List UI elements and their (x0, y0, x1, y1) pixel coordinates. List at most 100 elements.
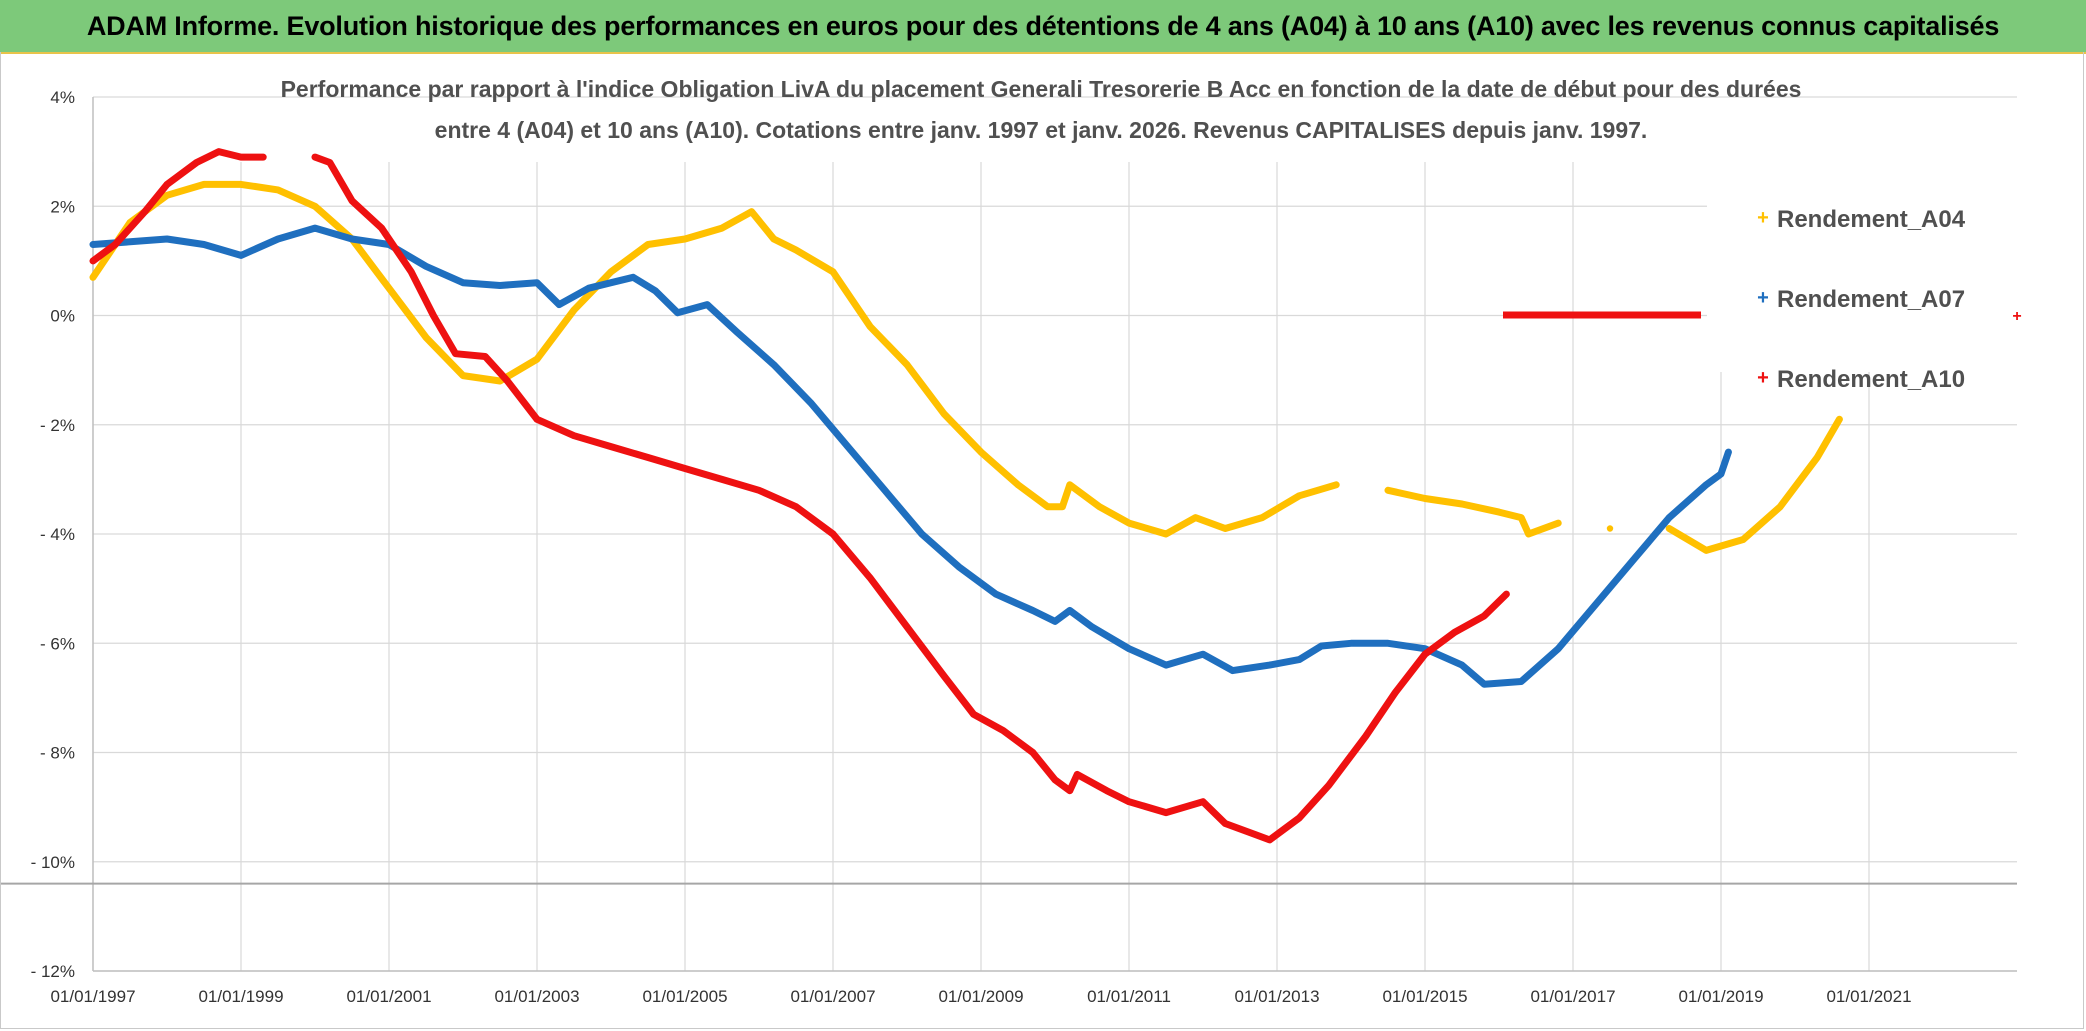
data-point (1740, 536, 1747, 543)
data-point (940, 410, 948, 417)
data-point (1555, 645, 1562, 652)
data-point (112, 241, 119, 248)
data-point (1629, 558, 1636, 565)
x-tick-label: 01/01/2005 (642, 987, 727, 1006)
a10-zero-marker: + (2012, 308, 2021, 325)
data-point (89, 274, 97, 281)
data-point (1666, 525, 1673, 532)
x-tick-label: 01/01/2015 (1382, 987, 1467, 1006)
data-point (644, 454, 652, 461)
x-tick-label: 01/01/2019 (1678, 987, 1763, 1006)
data-point (977, 448, 985, 456)
y-axis-ticks: 4% 2% 0% - 2% - 4% - 6% - 8% - 10% - 12% (31, 88, 75, 981)
series-line (89, 148, 267, 265)
data-point (1717, 470, 1725, 478)
data-point (533, 356, 541, 363)
y-tick-label: - 2% (40, 416, 75, 435)
x-tick-label: 01/01/2009 (938, 987, 1023, 1006)
data-point (378, 224, 385, 232)
data-point (585, 285, 592, 292)
data-point (940, 672, 948, 680)
legend-label-a04: Rendement_A04 (1777, 206, 1966, 233)
data-point (1421, 495, 1429, 502)
data-point (844, 443, 851, 450)
data-point (1451, 629, 1458, 636)
data-point (903, 623, 911, 631)
data-point (1703, 481, 1710, 488)
data-point (829, 530, 837, 538)
data-point (348, 235, 356, 243)
legend-item-a04[interactable]: + Rendement_A04 (1757, 206, 1966, 233)
data-point (1014, 481, 1022, 488)
data-point (607, 279, 615, 286)
data-point (193, 159, 200, 166)
data-point (1199, 651, 1207, 658)
chart-title-line2: entre 4 (A04) et 10 ans (A10). Cotations… (435, 117, 1648, 143)
data-point (237, 252, 245, 259)
data-point (1096, 503, 1103, 510)
data-point (1199, 798, 1207, 805)
data-point (704, 301, 711, 308)
data-point (459, 279, 467, 286)
data-point (1814, 454, 1821, 461)
data-point (1229, 667, 1236, 674)
data-point (674, 309, 681, 316)
data-point (89, 241, 97, 248)
y-tick-label: - 10% (31, 853, 75, 872)
data-point (237, 181, 245, 188)
report-title: ADAM Informe. Evolution historique des p… (86, 10, 2000, 41)
x-tick-label: 01/01/2001 (346, 987, 431, 1006)
data-point (1296, 814, 1303, 822)
legend[interactable]: + Rendement_A04 + Rendement_A07 + Rendem… (1707, 122, 2017, 393)
data-point (260, 153, 267, 161)
data-point (1103, 787, 1111, 794)
x-tick-label: 01/01/1997 (50, 987, 135, 1006)
data-point (1725, 448, 1732, 456)
data-point (326, 159, 333, 166)
data-point (607, 443, 615, 450)
data-point (408, 268, 415, 275)
data-point (141, 208, 148, 215)
data-point (1503, 590, 1510, 598)
y-tick-label: 4% (50, 88, 75, 107)
data-point (829, 268, 837, 275)
data-point (1125, 645, 1133, 652)
data-point (1162, 661, 1170, 669)
series-group (89, 148, 1843, 844)
data-point (452, 350, 459, 357)
data-point (1836, 416, 1843, 423)
legend-item-a07[interactable]: + Rendement_A07 (1757, 286, 1965, 313)
data-point (748, 208, 755, 215)
x-tick-label: 01/01/2003 (494, 987, 579, 1006)
data-point (1318, 642, 1325, 650)
data-point (1259, 514, 1266, 521)
data-point (1162, 530, 1170, 538)
data-point (385, 285, 393, 292)
data-point (1051, 776, 1059, 783)
data-point (1125, 519, 1133, 527)
data-point (881, 487, 888, 494)
y-tick-label: 2% (50, 197, 75, 216)
data-point (1392, 689, 1399, 696)
data-point (1222, 820, 1229, 827)
x-tick-label: 01/01/2021 (1826, 987, 1911, 1006)
data-point (459, 372, 467, 379)
data-point (755, 487, 763, 494)
data-point (1192, 514, 1199, 521)
data-point (1384, 640, 1392, 647)
data-point (955, 563, 962, 570)
series-line (89, 224, 1732, 688)
data-point (1777, 503, 1784, 510)
data-point (496, 282, 504, 289)
data-point (681, 235, 689, 243)
data-point (1555, 519, 1562, 527)
data-point (1029, 749, 1037, 756)
series-line (311, 153, 1510, 844)
legend-label-a07: Rendement_A07 (1777, 286, 1965, 313)
data-point (1251, 831, 1259, 838)
data-point (718, 224, 726, 232)
data-point (1481, 612, 1488, 620)
legend-item-a10[interactable]: + Rendement_A10 (1757, 366, 1965, 393)
legend-marker-a04: + (1757, 207, 1769, 229)
legend-marker-a10: + (1757, 367, 1769, 389)
